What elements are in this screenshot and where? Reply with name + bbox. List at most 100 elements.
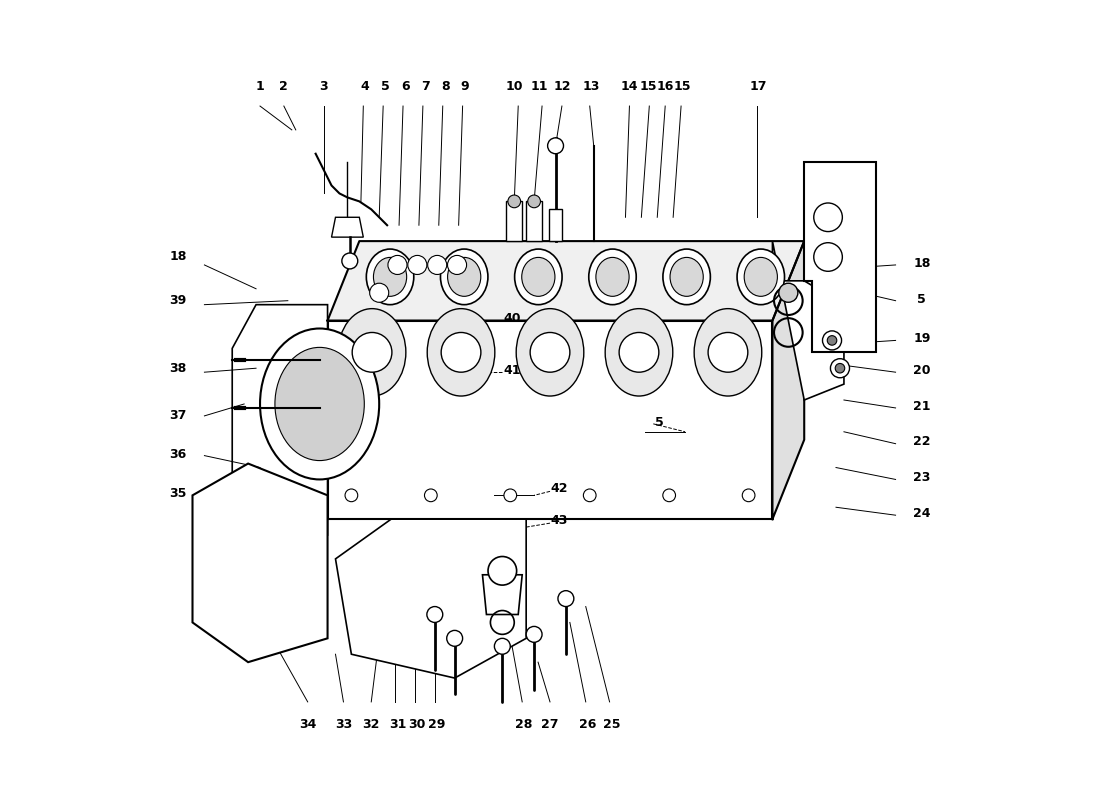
Text: europes: europes bbox=[338, 411, 604, 468]
Bar bbox=[506, 202, 522, 241]
Circle shape bbox=[619, 333, 659, 372]
Bar bbox=[549, 210, 562, 241]
Text: 13: 13 bbox=[583, 80, 600, 93]
Text: 20: 20 bbox=[913, 364, 931, 377]
Text: 39: 39 bbox=[169, 294, 187, 307]
Ellipse shape bbox=[605, 309, 673, 396]
Text: 1: 1 bbox=[255, 80, 264, 93]
Circle shape bbox=[427, 606, 442, 622]
Text: 25: 25 bbox=[603, 718, 620, 730]
Text: 35: 35 bbox=[169, 487, 187, 500]
Circle shape bbox=[345, 489, 358, 502]
Text: 11: 11 bbox=[531, 80, 549, 93]
Ellipse shape bbox=[275, 347, 364, 461]
Text: 15: 15 bbox=[640, 80, 658, 93]
Circle shape bbox=[814, 203, 843, 231]
Ellipse shape bbox=[670, 258, 703, 296]
Polygon shape bbox=[772, 241, 804, 519]
Circle shape bbox=[742, 489, 755, 502]
Circle shape bbox=[447, 630, 463, 646]
Text: 42: 42 bbox=[551, 482, 569, 495]
Circle shape bbox=[823, 331, 842, 350]
Text: 6: 6 bbox=[402, 80, 409, 93]
Ellipse shape bbox=[694, 309, 762, 396]
Circle shape bbox=[558, 590, 574, 606]
Ellipse shape bbox=[338, 309, 406, 396]
Ellipse shape bbox=[745, 258, 778, 296]
Circle shape bbox=[494, 638, 510, 654]
Circle shape bbox=[830, 358, 849, 378]
Ellipse shape bbox=[588, 249, 636, 305]
Text: 32: 32 bbox=[363, 718, 379, 730]
Text: 16: 16 bbox=[657, 80, 674, 93]
Polygon shape bbox=[328, 321, 772, 519]
Ellipse shape bbox=[516, 309, 584, 396]
Text: 10: 10 bbox=[506, 80, 522, 93]
Text: 19: 19 bbox=[913, 332, 931, 346]
Circle shape bbox=[370, 283, 388, 302]
Circle shape bbox=[428, 255, 447, 274]
Text: 18: 18 bbox=[913, 257, 931, 270]
Polygon shape bbox=[804, 162, 876, 352]
Text: 30: 30 bbox=[408, 718, 426, 730]
Text: 27: 27 bbox=[541, 718, 559, 730]
Text: 24: 24 bbox=[913, 507, 931, 520]
Text: 22: 22 bbox=[913, 435, 931, 448]
Text: a passion since 1985: a passion since 1985 bbox=[387, 483, 681, 507]
Circle shape bbox=[827, 336, 837, 345]
Polygon shape bbox=[336, 519, 526, 678]
Ellipse shape bbox=[515, 249, 562, 305]
Text: 5: 5 bbox=[656, 416, 664, 429]
Text: 23: 23 bbox=[913, 471, 931, 484]
Circle shape bbox=[448, 255, 466, 274]
Text: 43: 43 bbox=[551, 514, 569, 527]
Polygon shape bbox=[232, 305, 328, 535]
Polygon shape bbox=[772, 241, 844, 400]
Circle shape bbox=[504, 489, 517, 502]
Polygon shape bbox=[331, 218, 363, 237]
Circle shape bbox=[352, 333, 392, 372]
Text: 31: 31 bbox=[388, 718, 406, 730]
Circle shape bbox=[526, 626, 542, 642]
Ellipse shape bbox=[260, 329, 379, 479]
Polygon shape bbox=[328, 241, 804, 321]
Polygon shape bbox=[483, 574, 522, 614]
Text: 26: 26 bbox=[579, 718, 596, 730]
Ellipse shape bbox=[366, 249, 414, 305]
Circle shape bbox=[441, 333, 481, 372]
Ellipse shape bbox=[521, 258, 556, 296]
Circle shape bbox=[508, 195, 520, 208]
Circle shape bbox=[425, 489, 437, 502]
Text: 41: 41 bbox=[504, 364, 521, 377]
Circle shape bbox=[408, 255, 427, 274]
Text: 40: 40 bbox=[504, 312, 521, 325]
Text: 7: 7 bbox=[421, 80, 430, 93]
Text: 21: 21 bbox=[913, 400, 931, 413]
Text: 37: 37 bbox=[169, 410, 187, 422]
Circle shape bbox=[342, 253, 358, 269]
Circle shape bbox=[530, 333, 570, 372]
Text: 17: 17 bbox=[749, 80, 767, 93]
Ellipse shape bbox=[440, 249, 488, 305]
Circle shape bbox=[663, 489, 675, 502]
Circle shape bbox=[388, 255, 407, 274]
Ellipse shape bbox=[663, 249, 711, 305]
Circle shape bbox=[708, 333, 748, 372]
Text: 5: 5 bbox=[917, 293, 926, 306]
Text: 5: 5 bbox=[382, 80, 389, 93]
Text: 8: 8 bbox=[441, 80, 450, 93]
Text: 18: 18 bbox=[169, 250, 187, 263]
Text: 2: 2 bbox=[279, 80, 288, 93]
Circle shape bbox=[835, 363, 845, 373]
Text: 36: 36 bbox=[169, 447, 187, 461]
Circle shape bbox=[583, 489, 596, 502]
Circle shape bbox=[528, 195, 540, 208]
Ellipse shape bbox=[596, 258, 629, 296]
Text: 4: 4 bbox=[361, 80, 370, 93]
Text: 34: 34 bbox=[299, 718, 317, 730]
Circle shape bbox=[779, 283, 798, 302]
Text: 28: 28 bbox=[515, 718, 532, 730]
Text: 33: 33 bbox=[334, 718, 352, 730]
Text: 29: 29 bbox=[428, 718, 446, 730]
Circle shape bbox=[548, 138, 563, 154]
